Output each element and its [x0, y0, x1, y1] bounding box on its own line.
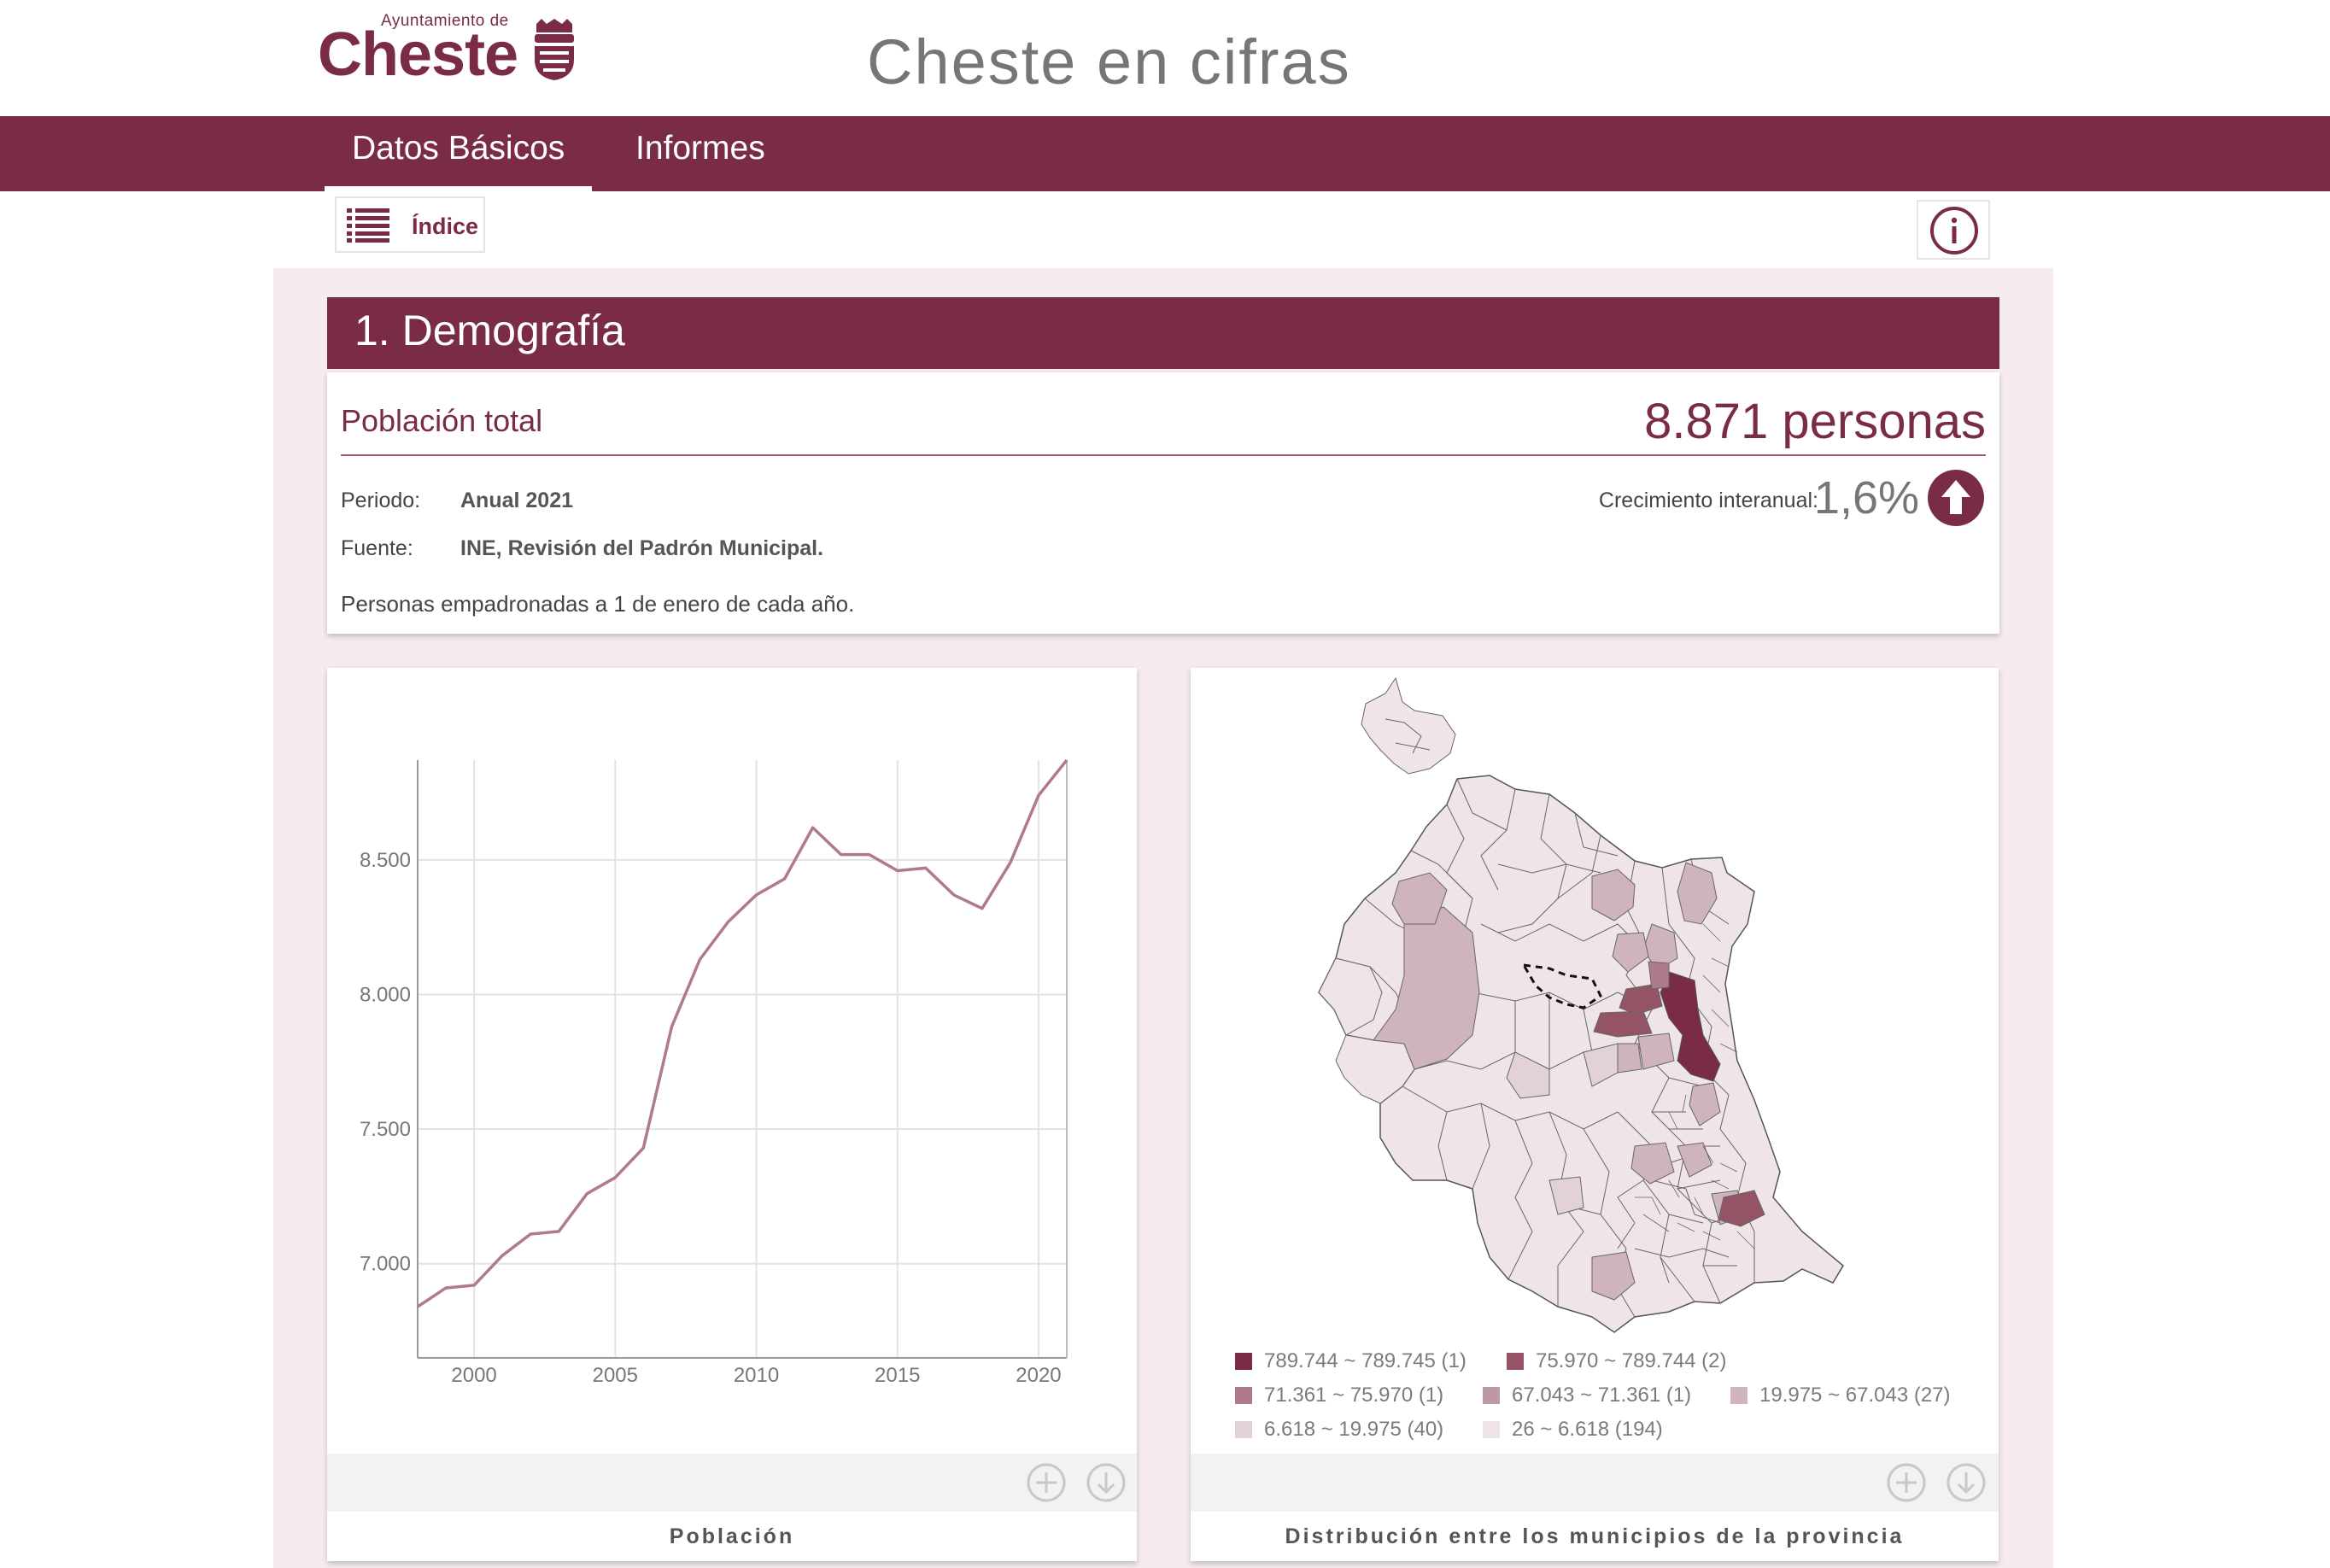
- content-area: 1. Demografía Población total 8.871 pers…: [273, 268, 2053, 1568]
- tab-datos-basicos[interactable]: Datos Básicos: [325, 116, 593, 191]
- crest-icon: [535, 19, 574, 80]
- zoom-in-icon[interactable]: [1026, 1462, 1067, 1503]
- legend-label: 6.618 ~ 19.975 (40): [1264, 1418, 1444, 1441]
- legend-label: 26 ~ 6.618 (194): [1512, 1418, 1663, 1441]
- population-note: Personas empadronadas a 1 de enero de ca…: [341, 591, 855, 617]
- periodo-key: Periodo:: [341, 489, 421, 512]
- legend-swatch: [1483, 1421, 1500, 1438]
- page-title: Cheste en cifras: [867, 26, 1351, 97]
- info-button[interactable]: [1917, 200, 1990, 260]
- x-tick-label: 2000: [451, 1364, 496, 1387]
- index-button[interactable]: Índice: [335, 196, 485, 253]
- x-tick-label: 2020: [1016, 1364, 1061, 1387]
- x-tick-label: 2005: [593, 1364, 638, 1387]
- main-nav: Datos Básicos Informes: [0, 116, 2330, 191]
- info-icon: [1930, 207, 1978, 255]
- legend-label: 67.043 ~ 71.361 (1): [1512, 1384, 1692, 1407]
- y-tick-label: 7.500: [360, 1118, 411, 1141]
- map-card-footer: [1191, 1454, 1999, 1512]
- map-caption: Distribución entre los municipios de la …: [1285, 1524, 1905, 1548]
- section-header: 1. Demografía: [327, 297, 1999, 369]
- fuente-key: Fuente:: [341, 536, 413, 560]
- header: Ayuntamiento de Cheste Cheste en cifras: [0, 0, 2330, 116]
- logo-wordmark: Cheste: [318, 20, 518, 89]
- download-icon[interactable]: [1946, 1462, 1987, 1503]
- province-map-card: 789.744 ~ 789.745 (1) 75.970 ~ 789.744 (…: [1191, 668, 1999, 1561]
- growth-value: 1,6%: [1813, 472, 1919, 524]
- growth-label: Crecimiento interanual:: [1598, 489, 1818, 512]
- arrow-up-icon: [1928, 470, 1984, 526]
- legend-swatch: [1507, 1353, 1524, 1370]
- y-tick-label: 8.500: [360, 849, 411, 872]
- y-tick-label: 7.000: [360, 1253, 411, 1276]
- legend-swatch: [1235, 1387, 1252, 1404]
- population-value: 8.871 personas: [1644, 394, 1986, 449]
- legend-swatch: [1235, 1421, 1252, 1438]
- legend-label: 75.970 ~ 789.744 (2): [1536, 1349, 1727, 1372]
- download-icon[interactable]: [1086, 1462, 1127, 1503]
- population-line-chart: 2000 2005 2010 2015 2020 7.000 7.500 8.000 8.500: [360, 758, 1068, 1387]
- province-map[interactable]: [1191, 668, 1999, 1351]
- population-card: Población total 8.871 personas Periodo: …: [327, 372, 1999, 634]
- index-label: Índice: [412, 214, 479, 239]
- tab-informes[interactable]: Informes: [635, 130, 765, 167]
- legend-label: 789.744 ~ 789.745 (1): [1264, 1349, 1466, 1372]
- periodo-value: Anual 2021: [460, 489, 574, 512]
- zoom-in-icon[interactable]: [1886, 1462, 1927, 1503]
- y-tick-label: 8.000: [360, 984, 411, 1007]
- chart-caption: Población: [669, 1524, 795, 1548]
- toolbar: Índice: [0, 191, 2330, 268]
- legend-swatch: [1235, 1353, 1252, 1370]
- logo[interactable]: Ayuntamiento de Cheste: [318, 12, 591, 89]
- section-title: 1. Demografía: [354, 307, 625, 354]
- legend-label: 71.361 ~ 75.970 (1): [1264, 1384, 1444, 1407]
- legend-swatch: [1730, 1387, 1748, 1404]
- divider: [341, 454, 1986, 456]
- population-label: Población total: [341, 403, 543, 438]
- fuente-value: INE, Revisión del Padrón Municipal.: [460, 536, 824, 560]
- population-chart-card: 2000 2005 2010 2015 2020 7.000 7.500 8.000 8.500…: [327, 668, 1137, 1561]
- series-line: [417, 758, 1068, 1308]
- logo-subtitle: Ayuntamiento de: [381, 12, 509, 30]
- list-icon: [347, 208, 389, 243]
- x-tick-label: 2015: [875, 1364, 920, 1387]
- x-tick-label: 2010: [734, 1364, 779, 1387]
- legend-swatch: [1483, 1387, 1500, 1404]
- legend-label: 19.975 ~ 67.043 (27): [1759, 1384, 1951, 1407]
- chart-card-footer: [327, 1454, 1137, 1512]
